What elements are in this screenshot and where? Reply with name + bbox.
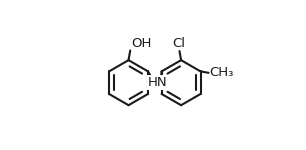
Text: OH: OH bbox=[131, 37, 151, 50]
Text: CH₃: CH₃ bbox=[209, 66, 233, 79]
Text: Cl: Cl bbox=[173, 38, 186, 51]
Text: HN: HN bbox=[147, 76, 167, 89]
